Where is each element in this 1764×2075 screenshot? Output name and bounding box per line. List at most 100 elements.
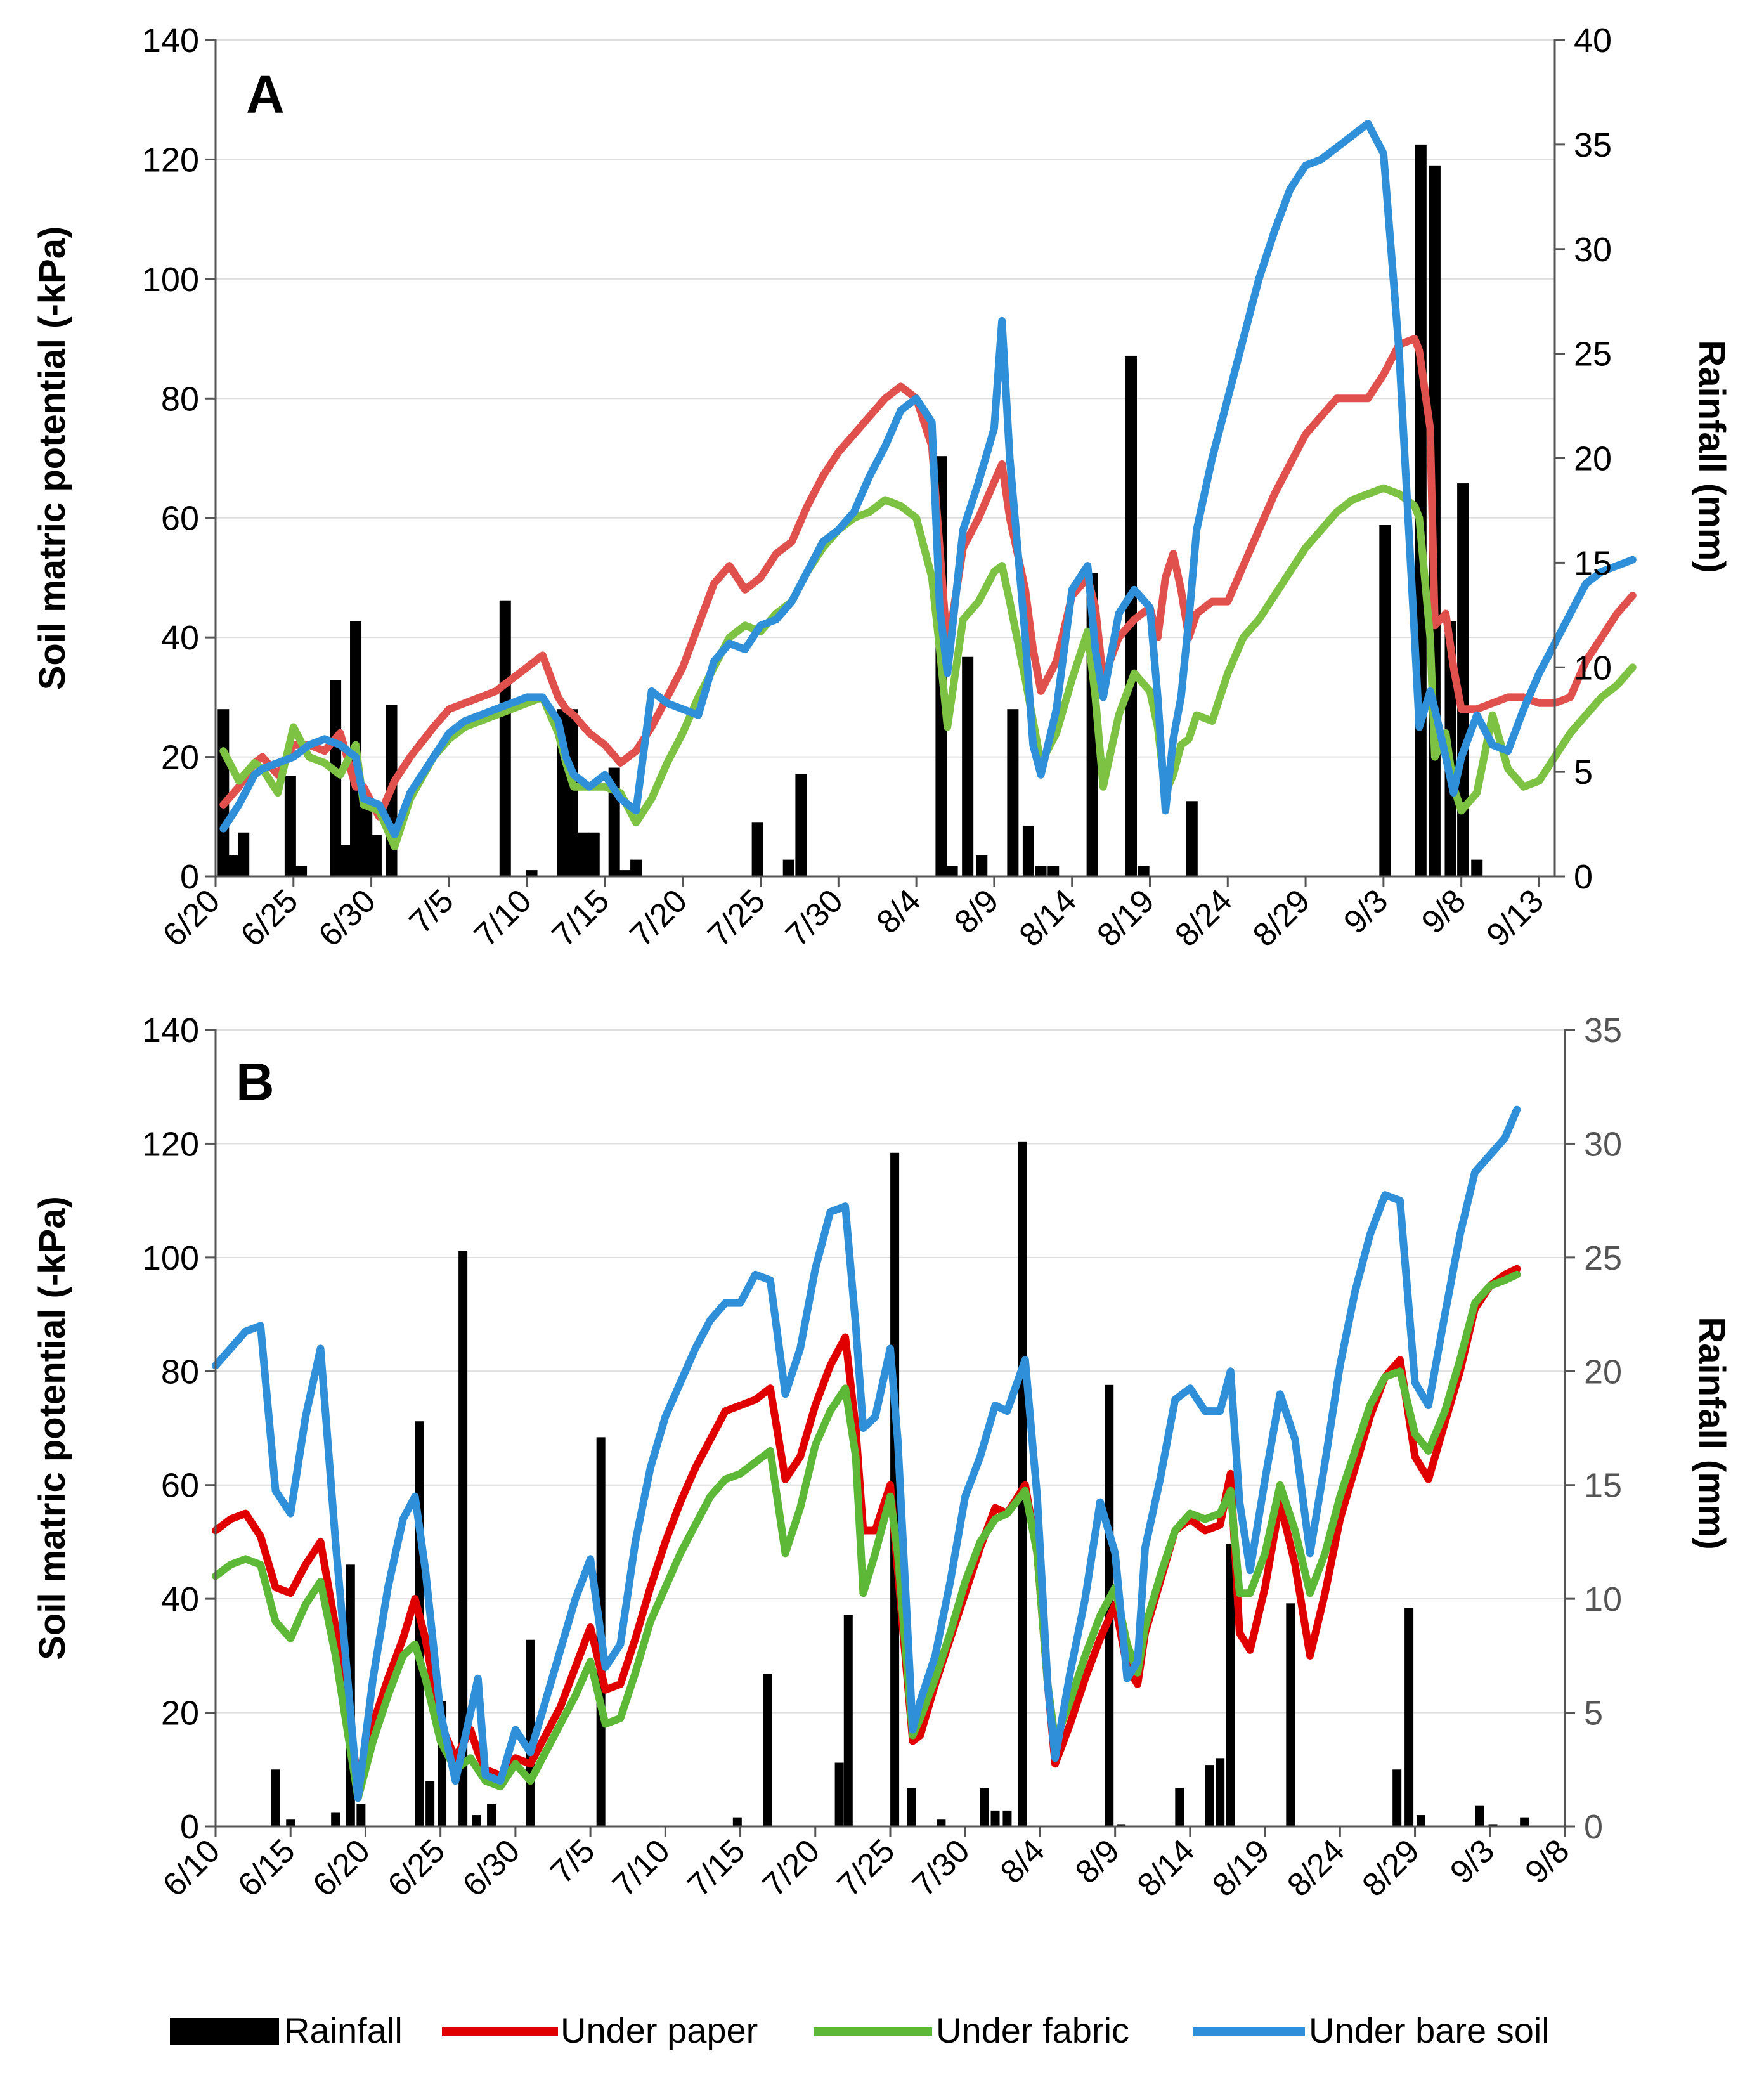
- rainfall-bar: [339, 845, 351, 876]
- rainfall-bar: [1404, 1608, 1414, 1826]
- rainfall-bar: [228, 855, 240, 876]
- y-tick-label: 140: [142, 22, 199, 60]
- x-tick-label: 7/20: [623, 882, 695, 954]
- rainfall-bar: [361, 803, 373, 876]
- legend-label-rainfall: Rainfall: [284, 2010, 403, 2050]
- rainfall-bar: [356, 1804, 366, 1826]
- y-tick-label: 20: [161, 1694, 199, 1733]
- x-tick-label: 6/20: [156, 882, 228, 954]
- y2-tick-label: 0: [1584, 1808, 1603, 1846]
- rainfall-bar: [1047, 866, 1060, 876]
- rainfall-bar: [566, 709, 578, 876]
- y-tick-label: 60: [161, 1467, 199, 1505]
- panel-label: B: [236, 1052, 275, 1112]
- series-line-under-paper: [212, 1265, 1521, 1785]
- x-tick-label: 9/13: [1479, 882, 1551, 954]
- rainfall-bar: [271, 1769, 280, 1826]
- rainfall-bar: [1175, 1787, 1184, 1826]
- x-tick-label: 7/25: [831, 1832, 902, 1904]
- y2-tick-label: 30: [1574, 231, 1612, 269]
- y-axis-title: Soil matric potential (-kPa): [32, 226, 73, 691]
- x-tick-label: 8/19: [1090, 882, 1162, 954]
- x-tick-label: 7/5: [403, 882, 461, 940]
- series-line-under-paper: [219, 335, 1637, 821]
- rainfall-bar: [499, 600, 511, 876]
- rainfall-bar: [1117, 1824, 1126, 1826]
- rainfall-bar: [458, 1251, 468, 1826]
- y-axis-title: Soil matric potential (-kPa): [32, 1196, 73, 1660]
- rainfall-bar: [795, 774, 807, 876]
- x-tick-label: 7/5: [543, 1832, 602, 1890]
- x-tick-label: 6/10: [156, 1832, 228, 1904]
- x-tick-label: 7/15: [545, 882, 617, 954]
- y2-tick-label: 35: [1574, 126, 1612, 164]
- y2-tick-label: 10: [1584, 1580, 1622, 1618]
- rainfall-bar: [732, 1817, 742, 1826]
- x-tick-label: 7/30: [905, 1832, 977, 1904]
- x-tick-label: 8/9: [1068, 1832, 1127, 1890]
- rainfall-bar: [370, 835, 382, 876]
- rainfall-bar: [286, 1819, 295, 1826]
- series-line-under-fabric: [212, 1270, 1521, 1802]
- rainfall-bar: [937, 1819, 946, 1826]
- x-tick-label: 8/14: [1013, 882, 1084, 954]
- series-line-under-fabric: [219, 484, 1637, 850]
- rainfall-bar: [1035, 866, 1047, 876]
- rainfall-bar: [782, 859, 794, 876]
- y2-axis-title: Rainfall (mm): [1691, 340, 1732, 573]
- rainfall-bar: [907, 1787, 916, 1826]
- rainfall-bar: [976, 855, 988, 876]
- x-tick-label: 8/24: [1280, 1832, 1352, 1904]
- rainfall-bar: [1002, 1810, 1012, 1826]
- x-tick-label: 8/4: [869, 882, 928, 940]
- x-tick-label: 7/20: [756, 1832, 827, 1904]
- y-tick-label: 100: [142, 261, 199, 299]
- rainfall-bar: [1138, 866, 1150, 876]
- rainfall-bar: [217, 709, 230, 876]
- rainfall-bar: [962, 656, 974, 876]
- series-line-under-bare-soil: [219, 119, 1637, 838]
- rainfall-bar: [751, 822, 763, 876]
- y2-tick-label: 25: [1574, 335, 1612, 374]
- rainfall-bar: [1226, 1544, 1235, 1826]
- rainfall-bar: [1205, 1765, 1214, 1826]
- x-tick-label: 6/20: [306, 1832, 377, 1904]
- rainfall-bar: [834, 1762, 844, 1826]
- rainfall-bar: [630, 859, 642, 876]
- rainfall-bar: [284, 776, 296, 876]
- y-tick-label: 120: [142, 1125, 199, 1163]
- rainfall-bar: [526, 870, 538, 876]
- x-tick-label: 8/29: [1246, 882, 1318, 954]
- rainfall-bar: [1475, 1805, 1484, 1826]
- legend-label-under-fabric: Under fabric: [936, 2010, 1129, 2050]
- panel-b-chart: 0 20 40 60 80 100 120 140 0 5 10 15 20 25 30 35 6/10 6/15…: [32, 1011, 1732, 1904]
- x-tick-label: 7/15: [680, 1832, 752, 1904]
- legend-label-under-bare-soil: Under bare soil: [1309, 2010, 1550, 2050]
- x-tick-label: 8/4: [994, 1832, 1052, 1890]
- x-tick-label: 8/9: [947, 882, 1006, 940]
- y2-tick-label: 25: [1584, 1239, 1622, 1277]
- y-tick-label: 40: [161, 1580, 199, 1618]
- x-tick-label: 7/30: [779, 882, 850, 954]
- rainfall-bar: [1007, 709, 1019, 876]
- series-line-under-bare-soil: [212, 1105, 1521, 1802]
- rainfall-bar: [1022, 826, 1034, 876]
- x-tick-label: 6/15: [231, 1832, 302, 1904]
- rainfall-bar: [1417, 1815, 1426, 1826]
- x-tick-label: 8/24: [1168, 882, 1240, 954]
- y2-tick-label: 5: [1584, 1694, 1603, 1733]
- y2-tick-label: 15: [1584, 1467, 1622, 1505]
- x-tick-label: 6/30: [456, 1832, 528, 1904]
- rainfall-bar: [1286, 1603, 1295, 1826]
- x-tick-label: 9/8: [1415, 882, 1473, 940]
- y2-tick-label: 40: [1574, 22, 1612, 60]
- y2-tick-label: 35: [1584, 1011, 1622, 1050]
- legend-label-under-paper: Under paper: [561, 2010, 758, 2050]
- x-tick-label: 7/25: [701, 882, 772, 954]
- rainfall-bar: [946, 866, 958, 876]
- y-tick-label: 80: [161, 1353, 199, 1391]
- rainfall-bar: [588, 832, 600, 876]
- y2-tick-label: 10: [1574, 649, 1612, 687]
